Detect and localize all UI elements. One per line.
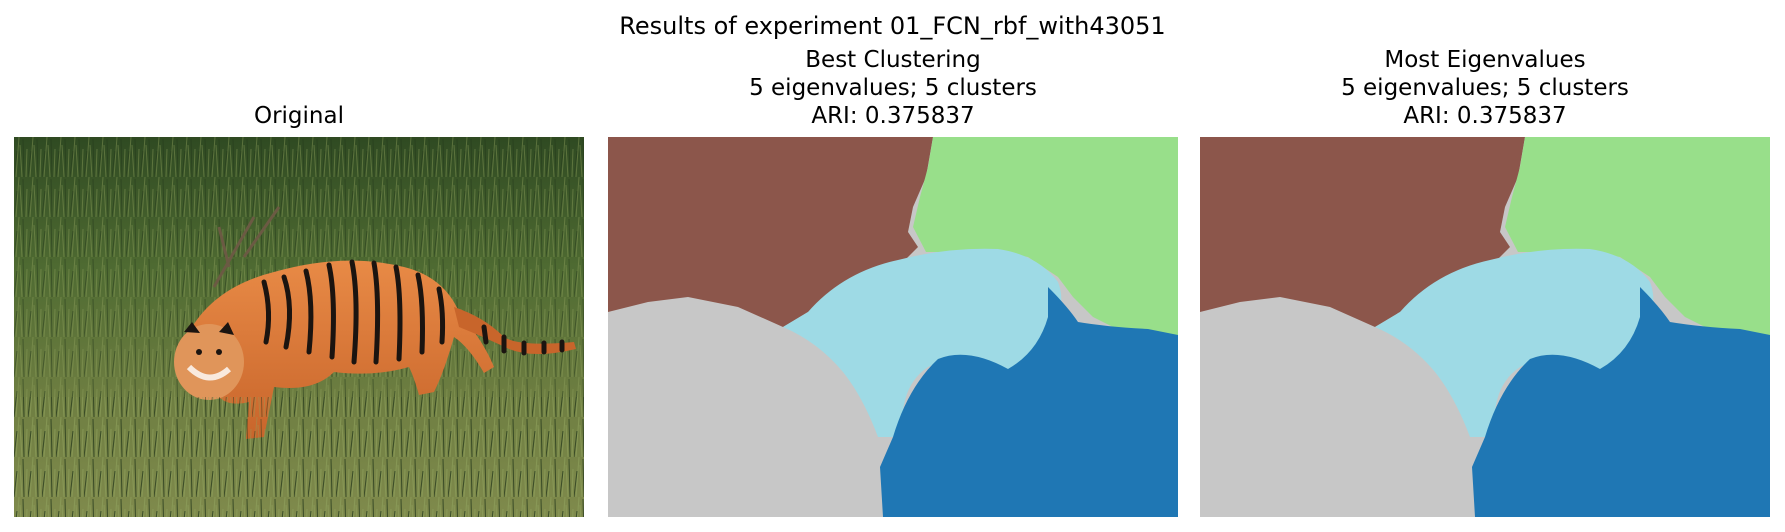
most-eigenvalues-title-line-3: ARI: 0.375837 [1403, 103, 1567, 129]
most-eigenvalues-segmentation [1200, 137, 1770, 517]
best-clustering-title-line-3: ARI: 0.375837 [811, 103, 975, 129]
original-panel-title: Original [14, 102, 584, 130]
original-image [14, 137, 584, 517]
cluster-light-green-region [913, 137, 1178, 342]
cluster-light-cyan-region [783, 248, 1062, 437]
tiger-photo [14, 137, 584, 517]
best-clustering-panel-title: Best Clustering 5 eigenvalues; 5 cluster… [608, 46, 1178, 130]
branches [212, 206, 281, 288]
most-eigenvalues-title-line-2: 5 eigenvalues; 5 clusters [1341, 75, 1629, 101]
best-clustering-title-line-2: 5 eigenvalues; 5 clusters [749, 75, 1037, 101]
figure-suptitle: Results of experiment 01_FCN_rbf_with430… [619, 12, 1166, 40]
foreground-grass [14, 397, 584, 517]
original-title-line: Original [253, 103, 344, 129]
cluster-blue-region [880, 287, 1178, 517]
tiger [174, 259, 576, 439]
most-eigenvalues-image [1200, 137, 1770, 517]
cluster-light-cyan-region [1375, 248, 1654, 437]
cluster-blue-region [1472, 287, 1770, 517]
best-clustering-title-line-1: Best Clustering [805, 47, 981, 73]
most-eigenvalues-panel-title: Most Eigenvalues 5 eigenvalues; 5 cluste… [1200, 46, 1770, 130]
most-eigenvalues-title-line-1: Most Eigenvalues [1384, 47, 1586, 73]
best-clustering-segmentation [608, 137, 1178, 517]
cluster-light-green-region [1505, 137, 1770, 342]
best-clustering-image [608, 137, 1178, 517]
